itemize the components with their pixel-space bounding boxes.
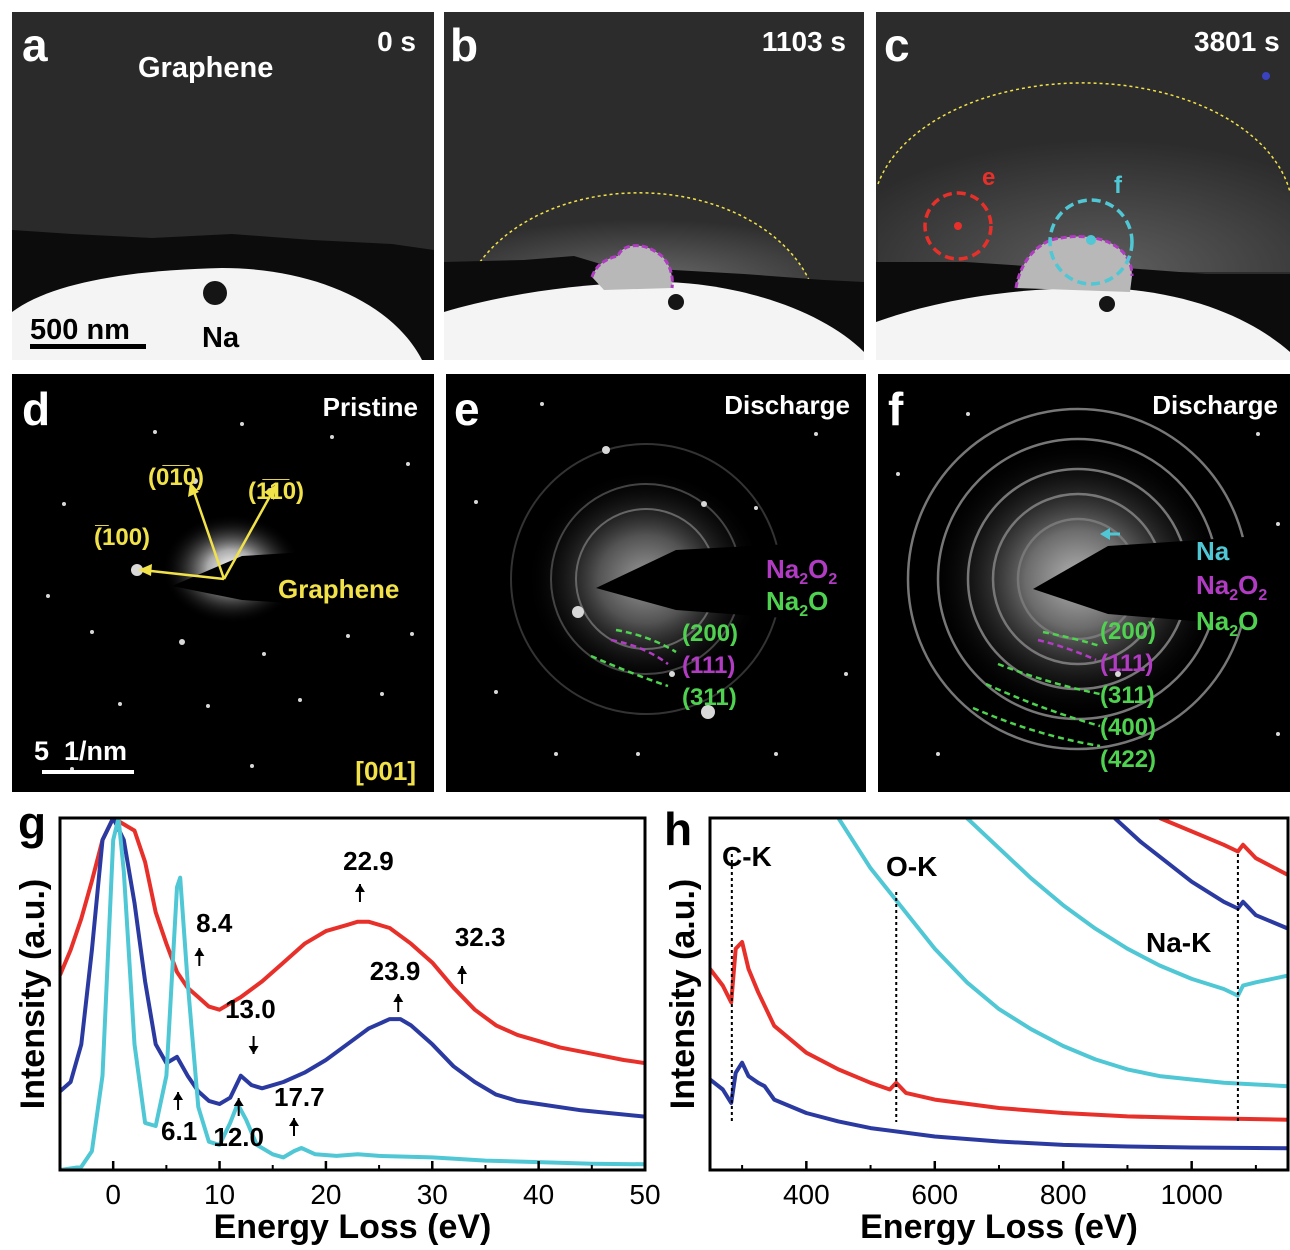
graphene-label: Graphene: [138, 52, 274, 84]
x-tick-label-20: 20: [310, 1179, 341, 1210]
panel-label-e: e: [454, 383, 480, 435]
annotation-8.4: 8.4: [196, 908, 233, 938]
time-label-c: 3801 s: [1194, 26, 1280, 57]
ring-311-e: (311): [682, 684, 737, 711]
x-tick-label-10: 10: [204, 1179, 235, 1210]
series-line-blue-0: [710, 1060, 1288, 1151]
series-line-red-0: [60, 818, 645, 1066]
arrow-13.0-head: [248, 1046, 259, 1054]
annotation-6.1: 6.1: [161, 1116, 197, 1146]
x-tick-label-600: 600: [911, 1179, 958, 1210]
circle-label-e: e: [982, 164, 996, 191]
ring-200-e: (200): [682, 620, 739, 647]
annotation-17.7: 17.7: [274, 1082, 325, 1112]
panel-label-c: c: [884, 19, 910, 71]
arrow-22.9-head: [354, 884, 365, 892]
x-tick-label-400: 400: [783, 1179, 830, 1210]
x-tick-label-40: 40: [523, 1179, 554, 1210]
annotation-23.9: 23.9: [370, 956, 421, 986]
na2o-label-f: Na2O: [1196, 606, 1259, 641]
panel-label-h: h: [664, 803, 693, 855]
tem-graphene-pristine: [12, 12, 434, 360]
saed-pattern-f: f Discharge Na Na2O2 Na2O (200) (111) (3…: [878, 374, 1290, 792]
panel-label-d: d: [22, 383, 51, 435]
na-label-f: Na: [1196, 536, 1230, 566]
annotation-32.3: 32.3: [455, 922, 506, 952]
saed-pattern-e: e Discharge Na2O2 Na2O (200) (111) (311): [446, 374, 866, 792]
time-label-a: 0 s: [377, 26, 416, 57]
ring-311-f: (311): [1100, 682, 1155, 709]
panel-label-f: f: [888, 383, 904, 435]
tem-image-a: a 0 s Graphene Na 500 nm: [12, 12, 434, 360]
ring-111-f: (111): [1100, 650, 1154, 677]
arrow-32.3-head: [457, 966, 468, 974]
annotation-12.0: 12.0: [213, 1122, 264, 1152]
ring-111-e: (111): [682, 652, 736, 679]
arrow-12.0-head: [233, 1098, 244, 1106]
arrow-8.4-head: [194, 948, 205, 956]
series-line-red-5: [1158, 818, 1288, 877]
panel-label-a: a: [22, 19, 48, 71]
annotation-22.9: 22.9: [343, 846, 394, 876]
plot-frame: [58, 816, 647, 1172]
graphene-spot-label: Graphene: [278, 574, 400, 604]
x-tick-label-30: 30: [417, 1179, 448, 1210]
scalebar-label-a: 500 nm: [30, 314, 130, 346]
x-tick-label-0: 0: [105, 1179, 121, 1210]
tem-discharge-3801s: [876, 12, 1290, 360]
x-axis-label: Energy Loss (eV): [860, 1208, 1138, 1246]
x-axis-label: Energy Loss (eV): [214, 1208, 492, 1246]
circle-label-f: f: [1114, 172, 1122, 199]
edge-label-C-K: C-K: [722, 841, 772, 872]
na2o2-label-f: Na2O2: [1196, 570, 1268, 605]
saed-pattern-d: d Pristine (̅100) (0̅1̅0) (1̅1̅0) Graphe…: [12, 374, 434, 792]
edge-label-Na-K: Na-K: [1146, 927, 1211, 958]
eels-core-loss-chart: 400 600 800 1000 Energy Loss (eV) Intensity (…: [664, 816, 1290, 1246]
na-label: Na: [202, 322, 240, 354]
series-line-red-1: [710, 940, 1288, 1122]
x-tick-label-1000: 1000: [1161, 1179, 1223, 1210]
x-tick-label-800: 800: [1040, 1179, 1087, 1210]
arrow-6.1-head: [173, 1092, 184, 1100]
ring-400-f: (400): [1100, 714, 1157, 741]
tem-image-b: b 1103 s: [444, 12, 864, 360]
y-axis-label: Intensity (a.u.): [664, 879, 702, 1109]
saed-discharge-e: [446, 374, 866, 792]
eels-low-loss-chart: 0 10 20 30 40 50 Energy Loss (eV) Intensity (a.…: [14, 816, 660, 1246]
annotation-13.0: 13.0: [225, 994, 276, 1024]
time-label-b: 1103 s: [761, 26, 846, 57]
na2o-label-e: Na2O: [766, 586, 829, 621]
series-line-cyan-2: [60, 818, 645, 1170]
tem-image-c: c 3801 s e f: [876, 12, 1290, 360]
index-label-100: (̅100): [94, 524, 151, 551]
zone-axis-label: [001]: [355, 756, 416, 786]
series-line-cyan-3: [965, 818, 1288, 998]
series-line-cyan-2: [836, 818, 1288, 1089]
edge-label-O-K: O-K: [886, 851, 937, 882]
series-line-blue-4: [1113, 818, 1288, 931]
discharge-label-f: Discharge: [1152, 390, 1278, 420]
arrow-23.9-head: [393, 994, 404, 1002]
saed-pristine: [12, 374, 434, 792]
index-label-110: (1̅1̅0): [248, 478, 305, 505]
arrow-17.7-head: [289, 1118, 299, 1126]
index-label-010: (0̅1̅0): [148, 464, 205, 491]
panel-label-g: g: [18, 797, 47, 849]
ring-422-f: (422): [1100, 746, 1157, 773]
saed-discharge-f: [878, 374, 1290, 792]
tem-discharge-1103s: [444, 12, 864, 360]
na2o2-label-e: Na2O2: [766, 554, 838, 589]
ring-200-f: (200): [1100, 618, 1157, 645]
discharge-label-e: Discharge: [724, 390, 850, 420]
scalebar-label-d: 5 1/nm: [34, 736, 128, 766]
x-tick-label-50: 50: [629, 1179, 660, 1210]
pristine-label: Pristine: [322, 392, 418, 422]
y-axis-label: Intensity (a.u.): [14, 879, 52, 1109]
panel-label-b: b: [450, 19, 479, 71]
